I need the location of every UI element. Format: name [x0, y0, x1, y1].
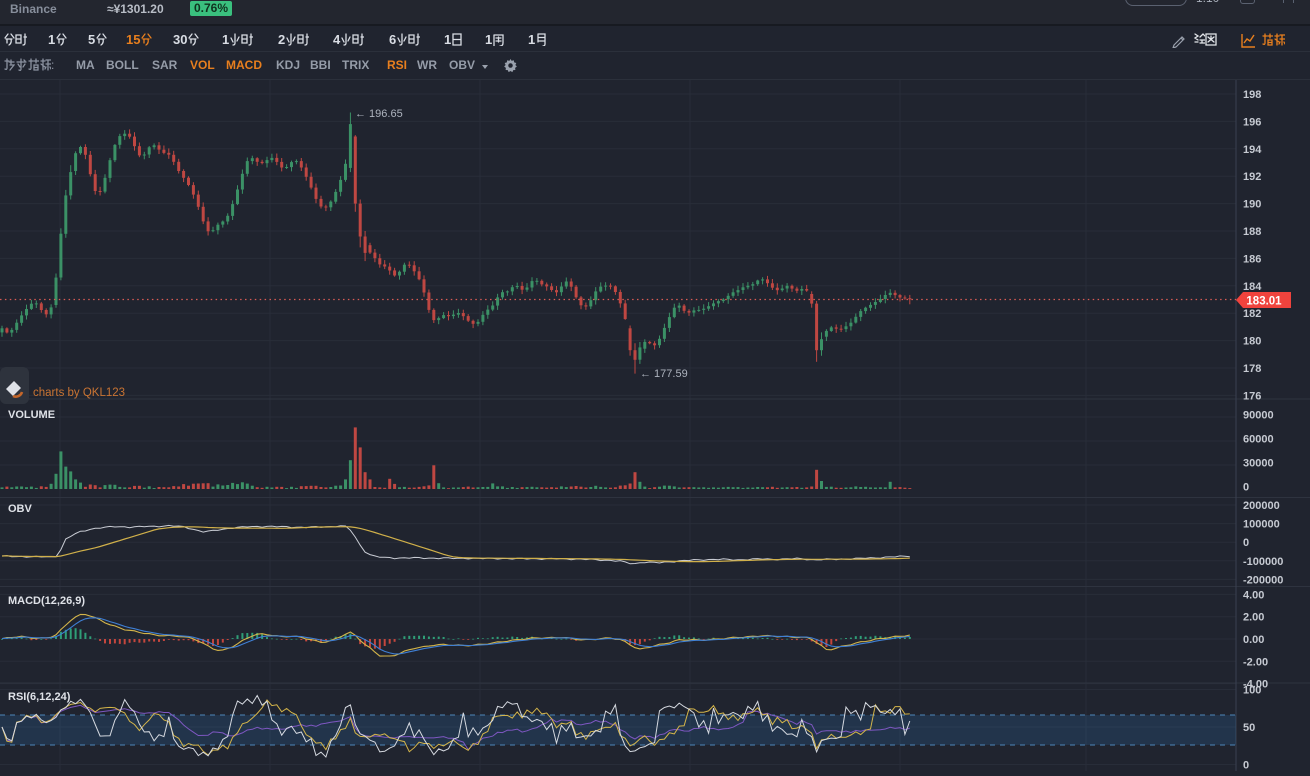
svg-text:← 177.59: ← 177.59: [640, 368, 688, 380]
svg-text:178: 178: [1243, 363, 1261, 375]
svg-text:198: 198: [1243, 89, 1261, 101]
svg-text:RSI(6,12,24): RSI(6,12,24): [8, 691, 71, 703]
svg-text:182: 182: [1243, 308, 1261, 320]
svg-text:50: 50: [1243, 722, 1255, 734]
svg-text:-4.00: -4.00: [1243, 679, 1268, 691]
svg-text:OBV: OBV: [8, 503, 33, 515]
svg-text:charts by QKL123: charts by QKL123: [33, 387, 125, 399]
svg-text:90000: 90000: [1243, 410, 1274, 422]
svg-text:188: 188: [1243, 226, 1261, 238]
svg-text:← 196.65: ← 196.65: [355, 108, 403, 120]
svg-text:184: 184: [1243, 281, 1262, 293]
svg-text:2.00: 2.00: [1243, 612, 1264, 624]
svg-text:60000: 60000: [1243, 434, 1274, 446]
svg-text:183.01: 183.01: [1246, 296, 1282, 308]
svg-text:0: 0: [1243, 760, 1249, 772]
svg-text:180: 180: [1243, 336, 1261, 348]
svg-text:196: 196: [1243, 116, 1261, 128]
svg-text:186: 186: [1243, 253, 1261, 265]
svg-text:100000: 100000: [1243, 519, 1280, 531]
svg-text:-200000: -200000: [1243, 574, 1283, 586]
svg-text:VOLUME: VOLUME: [8, 409, 55, 421]
svg-text:-2.00: -2.00: [1243, 656, 1268, 668]
svg-text:4.00: 4.00: [1243, 589, 1264, 601]
svg-text:100: 100: [1243, 685, 1261, 697]
svg-text:MACD(12,26,9): MACD(12,26,9): [8, 595, 85, 607]
svg-text:0: 0: [1243, 537, 1249, 549]
svg-text:0: 0: [1243, 482, 1249, 494]
svg-text:192: 192: [1243, 171, 1261, 183]
svg-text:30000: 30000: [1243, 458, 1274, 470]
svg-text:194: 194: [1243, 144, 1262, 156]
svg-text:190: 190: [1243, 199, 1261, 211]
svg-text:176: 176: [1243, 390, 1261, 402]
svg-text:-100000: -100000: [1243, 556, 1283, 568]
svg-text:0.00: 0.00: [1243, 634, 1264, 646]
svg-text:200000: 200000: [1243, 500, 1280, 512]
